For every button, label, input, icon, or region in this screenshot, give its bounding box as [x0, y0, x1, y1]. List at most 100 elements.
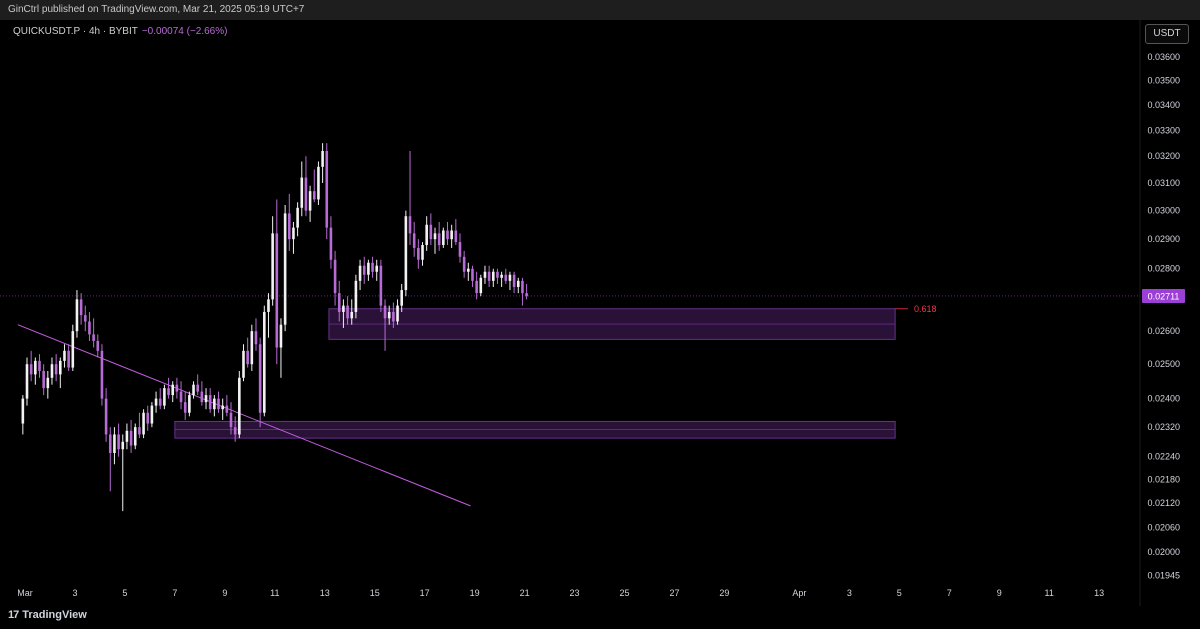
- candle-body: [396, 305, 399, 322]
- price-change: −0.00074 (−2.66%): [141, 26, 228, 37]
- candle-body: [196, 384, 199, 392]
- x-tick-label: 3: [72, 588, 77, 598]
- candle-body: [504, 274, 508, 281]
- trendline: [17, 324, 471, 507]
- candle-body: [142, 412, 145, 435]
- candle-body: [329, 227, 333, 260]
- candle-body: [213, 398, 216, 410]
- candle-body: [421, 244, 424, 260]
- candle-body: [63, 350, 66, 361]
- candle-body: [83, 315, 87, 322]
- candle-body: [508, 274, 512, 281]
- candle-body: [346, 305, 349, 319]
- candle-body: [379, 265, 383, 306]
- y-tick-label: 0.02400: [1147, 394, 1180, 404]
- x-tick-label: 29: [719, 588, 729, 598]
- candle-body: [29, 364, 33, 375]
- candle-body: [479, 277, 483, 294]
- x-tick-label: 9: [222, 588, 227, 598]
- candle-body: [442, 230, 445, 245]
- tradingview-logo[interactable]: 17 TradingView: [8, 609, 87, 621]
- candle-body: [208, 395, 212, 410]
- candle-body: [483, 271, 487, 278]
- candle-body: [171, 384, 175, 396]
- candle-body: [392, 311, 395, 322]
- x-tick-label: 15: [370, 588, 380, 598]
- candle-body: [404, 216, 408, 291]
- candle-body: [342, 305, 345, 312]
- y-tick-label: 0.03500: [1147, 76, 1180, 86]
- published-text: GinCtrl published on TradingView.com, Ma…: [8, 4, 305, 15]
- candle-body: [104, 398, 108, 435]
- candle-body: [429, 224, 433, 240]
- candle-body: [233, 427, 237, 435]
- candle-body: [183, 402, 187, 413]
- candle-body: [362, 265, 366, 275]
- candle-body: [133, 427, 137, 446]
- candle-body: [408, 216, 412, 234]
- candle-body: [175, 384, 179, 392]
- symbol-label: QUICKUSDT.P · 4h · BYBIT: [13, 26, 138, 37]
- candle-body: [433, 233, 437, 240]
- candle-body: [400, 290, 403, 306]
- y-tick-label: 0.03200: [1147, 151, 1180, 161]
- y-tick-label: 0.02000: [1147, 547, 1180, 557]
- x-tick-label: Mar: [17, 588, 33, 598]
- candle-body: [267, 299, 270, 312]
- candle-body: [54, 364, 58, 375]
- candle-body: [88, 321, 91, 335]
- x-tick-label: 7: [172, 588, 177, 598]
- candle-body: [350, 311, 354, 319]
- candle-body: [242, 350, 245, 378]
- price-chart[interactable]: 0.618 0.03600 0.03500 0.03400 0.03300 0.03200…: [0, 0, 1200, 606]
- candle-body: [487, 271, 491, 281]
- candle-body: [358, 265, 362, 281]
- x-tick-label: 7: [947, 588, 952, 598]
- candle-body: [387, 311, 391, 319]
- candle-body: [412, 233, 416, 248]
- y-tick-label: 0.02240: [1147, 452, 1180, 462]
- candle-body: [325, 150, 329, 228]
- candle-body: [92, 334, 95, 341]
- y-tick-label: 0.03300: [1147, 125, 1180, 135]
- candle-body: [154, 398, 158, 406]
- candle-body: [250, 331, 254, 365]
- candle-body: [108, 434, 112, 453]
- candle-body: [129, 430, 133, 446]
- candle-body: [454, 230, 458, 243]
- candle-body: [271, 233, 274, 300]
- x-tick-label: 13: [1094, 588, 1104, 598]
- currency-button[interactable]: USDT: [1145, 24, 1189, 44]
- candle-body: [275, 233, 279, 348]
- x-tick-label: 11: [1045, 588, 1054, 598]
- candle-body: [375, 265, 379, 272]
- candle-body: [279, 324, 283, 348]
- y-tick-label: 0.02180: [1147, 475, 1180, 485]
- candle-body: [337, 293, 341, 312]
- candle-body: [371, 262, 374, 272]
- y-tick-label: 0.01945: [1147, 571, 1180, 581]
- y-tick-label: 0.02320: [1147, 422, 1180, 432]
- candle-body: [96, 340, 100, 351]
- candle-body: [200, 391, 204, 403]
- x-tick-label: 9: [997, 588, 1002, 598]
- candle-body: [521, 280, 524, 294]
- publisher-bar: GinCtrl published on TradingView.com, Ma…: [0, 0, 1200, 20]
- candle-body: [25, 364, 29, 399]
- candle-body: [225, 405, 229, 413]
- candle-body: [146, 412, 150, 424]
- candle-body: [367, 262, 370, 275]
- candle-body: [333, 259, 337, 294]
- candle-body: [100, 350, 104, 399]
- candle-body: [258, 344, 262, 413]
- candle-body: [113, 434, 116, 453]
- candle-body: [163, 388, 166, 406]
- x-tick-label: 13: [320, 588, 330, 598]
- candle-body: [321, 150, 324, 167]
- y-tick-label: 0.02060: [1147, 522, 1180, 532]
- last-price-badge: [1142, 288, 1185, 303]
- symbol-legend: QUICKUSDT.P · 4h · BYBIT −0.00074 (−2.66%…: [13, 26, 227, 37]
- candle-body: [188, 395, 191, 413]
- candle-body: [117, 434, 120, 450]
- candle-body: [300, 177, 304, 208]
